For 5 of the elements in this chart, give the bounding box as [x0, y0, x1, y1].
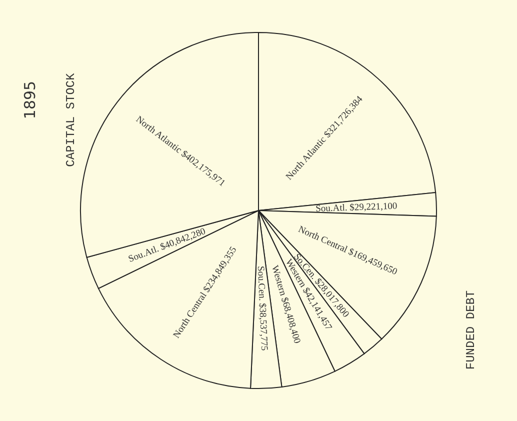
slice-label: Sou.Atl. $29,221,100 — [315, 202, 398, 215]
text: FUNDED DEBT — [464, 290, 478, 370]
text: CAPITAL STOCK — [64, 72, 78, 167]
text: 1895 — [21, 80, 39, 120]
slice-label: Sou.Cen. $38,537,775 — [254, 266, 269, 352]
